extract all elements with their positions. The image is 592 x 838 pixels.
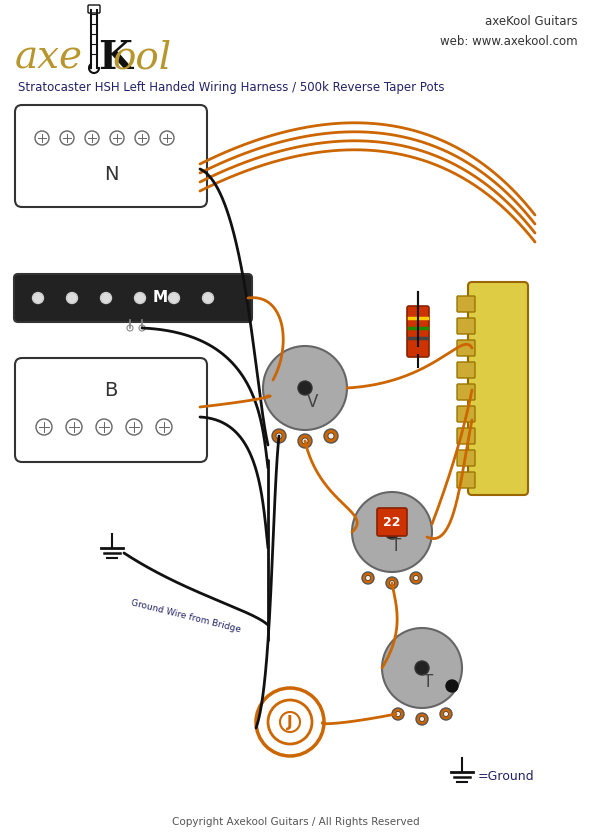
Text: web: www.axekool.com: web: www.axekool.com <box>440 35 578 49</box>
Circle shape <box>276 433 282 439</box>
Circle shape <box>110 131 124 145</box>
Circle shape <box>96 419 112 435</box>
Circle shape <box>60 131 74 145</box>
Circle shape <box>298 434 312 448</box>
Circle shape <box>362 572 374 584</box>
FancyBboxPatch shape <box>15 105 207 207</box>
Circle shape <box>410 572 422 584</box>
Circle shape <box>324 429 338 443</box>
Circle shape <box>395 711 401 716</box>
Circle shape <box>328 433 334 439</box>
Circle shape <box>268 700 312 744</box>
Circle shape <box>202 292 214 303</box>
FancyBboxPatch shape <box>457 472 475 488</box>
Text: K: K <box>98 39 132 77</box>
Circle shape <box>443 711 449 716</box>
Circle shape <box>127 325 133 331</box>
Circle shape <box>415 661 429 675</box>
Text: Stratocaster HSH Left Handed Wiring Harness / 500k Reverse Taper Pots: Stratocaster HSH Left Handed Wiring Harn… <box>18 81 445 95</box>
Text: B: B <box>104 381 118 401</box>
Circle shape <box>440 708 452 720</box>
Text: Ground Wire from Bridge: Ground Wire from Bridge <box>130 598 242 634</box>
FancyBboxPatch shape <box>457 340 475 356</box>
Circle shape <box>280 712 300 732</box>
Circle shape <box>298 381 312 395</box>
Circle shape <box>139 325 145 331</box>
FancyBboxPatch shape <box>457 428 475 444</box>
Text: ool: ool <box>112 39 171 76</box>
Circle shape <box>135 131 149 145</box>
Circle shape <box>85 131 99 145</box>
Circle shape <box>101 292 111 303</box>
Text: T: T <box>423 673 433 691</box>
Circle shape <box>382 628 462 708</box>
Circle shape <box>416 713 428 725</box>
Text: =Ground: =Ground <box>478 770 535 784</box>
FancyBboxPatch shape <box>468 282 528 495</box>
Text: Copyright Axekool Guitars / All Rights Reserved: Copyright Axekool Guitars / All Rights R… <box>172 817 420 827</box>
Circle shape <box>413 576 419 581</box>
Circle shape <box>392 708 404 720</box>
Circle shape <box>35 131 49 145</box>
Circle shape <box>156 419 172 435</box>
Circle shape <box>365 576 371 581</box>
Circle shape <box>352 492 432 572</box>
FancyBboxPatch shape <box>377 508 407 536</box>
Circle shape <box>256 688 324 756</box>
FancyBboxPatch shape <box>407 306 429 357</box>
FancyBboxPatch shape <box>457 406 475 422</box>
Text: M: M <box>152 291 168 306</box>
Circle shape <box>302 438 308 444</box>
Text: J: J <box>287 715 293 730</box>
Text: axe: axe <box>15 39 83 76</box>
Text: N: N <box>104 164 118 184</box>
Circle shape <box>420 716 424 722</box>
FancyBboxPatch shape <box>457 362 475 378</box>
FancyBboxPatch shape <box>15 358 207 462</box>
Text: T: T <box>391 537 401 555</box>
FancyBboxPatch shape <box>88 5 100 13</box>
Circle shape <box>385 525 399 539</box>
Circle shape <box>446 680 458 692</box>
Text: axeKool Guitars: axeKool Guitars <box>485 15 578 28</box>
Circle shape <box>66 292 78 303</box>
Circle shape <box>36 419 52 435</box>
Circle shape <box>160 131 174 145</box>
Circle shape <box>386 577 398 589</box>
Circle shape <box>126 419 142 435</box>
Circle shape <box>134 292 146 303</box>
Text: V: V <box>307 393 318 411</box>
Circle shape <box>390 581 394 586</box>
Circle shape <box>66 419 82 435</box>
FancyBboxPatch shape <box>457 450 475 466</box>
Text: 22: 22 <box>383 515 401 529</box>
Circle shape <box>33 292 43 303</box>
Circle shape <box>263 346 347 430</box>
Circle shape <box>169 292 179 303</box>
FancyBboxPatch shape <box>457 318 475 334</box>
FancyBboxPatch shape <box>457 384 475 400</box>
FancyBboxPatch shape <box>457 296 475 312</box>
FancyBboxPatch shape <box>14 274 252 322</box>
Circle shape <box>272 429 286 443</box>
